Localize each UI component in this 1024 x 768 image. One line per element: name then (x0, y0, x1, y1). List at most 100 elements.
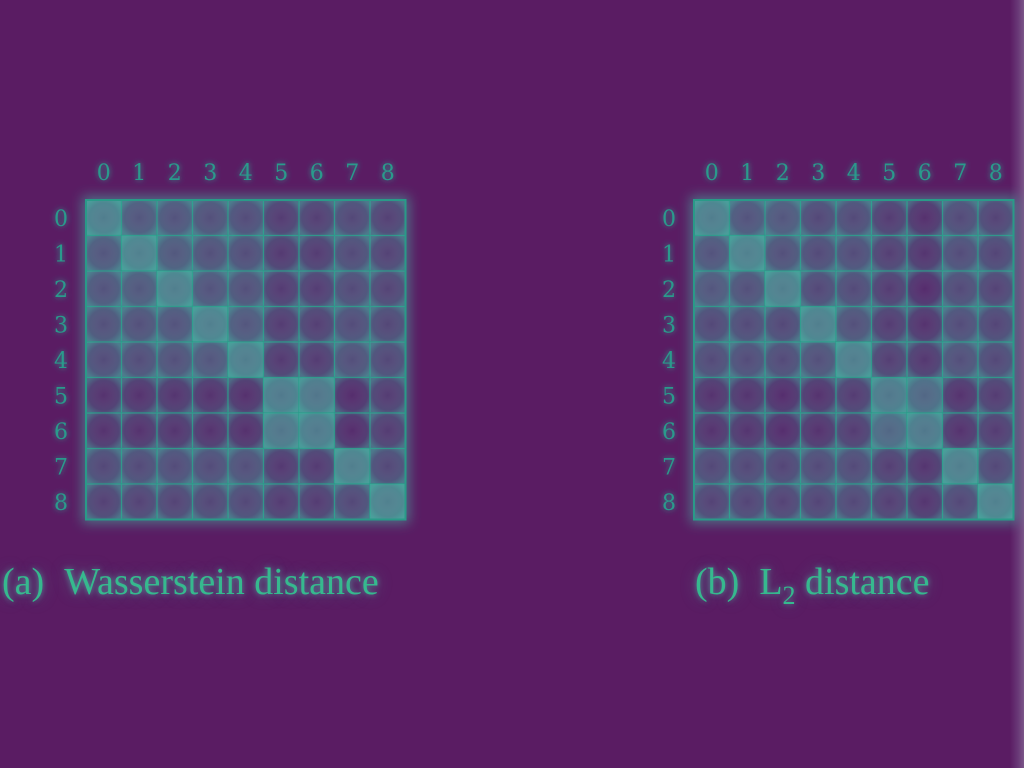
heatmap-cell (906, 199, 944, 237)
heatmap-cell (764, 199, 802, 237)
heatmap-cell (369, 483, 407, 521)
heatmap-cell (333, 376, 371, 414)
heatmap-cell (227, 447, 265, 485)
heatmap-cell (870, 447, 908, 485)
heatmap-cell (870, 305, 908, 343)
heatmap-cell (941, 376, 979, 414)
heatmap-cell (870, 270, 908, 308)
row-tick-label: 7 (54, 455, 68, 480)
heatmap-cell (728, 234, 766, 272)
heatmap-cell (191, 199, 229, 237)
row-tick-label: 1 (662, 242, 676, 267)
heatmap-cell (977, 234, 1015, 272)
heatmap-cell (799, 376, 837, 414)
heatmap-cell (693, 376, 731, 414)
heatmap-cell (799, 483, 837, 521)
heatmap-cell (369, 199, 407, 237)
heatmap-cell (85, 412, 123, 450)
heatmap-cell (799, 305, 837, 343)
heatmap-cell (764, 341, 802, 379)
heatmap-cell (369, 447, 407, 485)
heatmap-cell (728, 305, 766, 343)
heatmap-cell (156, 483, 194, 521)
heatmap-cell (298, 412, 336, 450)
heatmap-cell (333, 447, 371, 485)
heatmap-cell (693, 341, 731, 379)
heatmap-cell (728, 270, 766, 308)
heatmap-cell (835, 447, 873, 485)
heatmap-cell (227, 270, 265, 308)
caption-b: (b) L2 distance (695, 560, 930, 609)
heatmap-cell (120, 412, 158, 450)
heatmap-cell (764, 376, 802, 414)
row-tick-label: 4 (662, 349, 676, 374)
heatmap-cell (977, 199, 1015, 237)
heatmap-cell (227, 199, 265, 237)
caption-b-subscript: 2 (782, 581, 796, 610)
heatmap-cell (369, 341, 407, 379)
row-tick-label: 1 (54, 242, 68, 267)
heatmap-cell (799, 412, 837, 450)
heatmap-cell (977, 341, 1015, 379)
heatmap-cell (764, 412, 802, 450)
heatmap-cell (227, 412, 265, 450)
heatmap-cell (977, 305, 1015, 343)
heatmap-cell (977, 412, 1015, 450)
column-tick-label: 5 (274, 161, 288, 186)
heatmap-cell (262, 270, 300, 308)
heatmap-cell (977, 483, 1015, 521)
row-tick-label: 6 (54, 420, 68, 445)
heatmap-cell (799, 341, 837, 379)
heatmap-cell (693, 412, 731, 450)
heatmap-cell (369, 376, 407, 414)
row-tick-label: 8 (662, 491, 676, 516)
heatmap-cell (693, 270, 731, 308)
heatmap-cell (369, 234, 407, 272)
heatmap-cell (906, 483, 944, 521)
heatmap-cell (156, 412, 194, 450)
heatmap-cell (85, 199, 123, 237)
column-tick-label: 0 (97, 161, 111, 186)
heatmap-cell (870, 376, 908, 414)
heatmap-cell (298, 447, 336, 485)
heatmap-cell (693, 447, 731, 485)
heatmap-cell (835, 234, 873, 272)
column-tick-label: 8 (989, 161, 1003, 186)
caption-b-text: L (759, 561, 783, 603)
heatmap-cell (693, 483, 731, 521)
heatmap-cell (191, 447, 229, 485)
heatmap-cell (85, 341, 123, 379)
heatmap-cell (977, 270, 1015, 308)
heatmap-cell (906, 341, 944, 379)
heatmap-cell (156, 199, 194, 237)
heatmap-cell (156, 305, 194, 343)
heatmap-cell (156, 270, 194, 308)
heatmap-cell (262, 376, 300, 414)
heatmap-cell (120, 447, 158, 485)
heatmap-cell (262, 234, 300, 272)
heatmap-cell (298, 305, 336, 343)
row-tick-label: 5 (54, 384, 68, 409)
heatmap-cell (333, 483, 371, 521)
heatmap-cell (799, 447, 837, 485)
heatmap-cell (85, 234, 123, 272)
heatmap-cell (333, 305, 371, 343)
heatmap-cell (85, 376, 123, 414)
caption-a-text: Wasserstein distance (64, 561, 379, 603)
heatmap-cell (85, 305, 123, 343)
column-tick-label: 0 (705, 161, 719, 186)
row-tick-label: 3 (662, 313, 676, 338)
heatmap-cell (120, 376, 158, 414)
heatmap-cell (835, 305, 873, 343)
heatmap-cell (85, 270, 123, 308)
heatmap-cell (262, 483, 300, 521)
heatmap-cell (906, 305, 944, 343)
row-tick-label: 3 (54, 313, 68, 338)
heatmap-cell (333, 199, 371, 237)
column-tick-label: 2 (776, 161, 790, 186)
row-tick-label: 2 (662, 278, 676, 303)
heatmap-cell (333, 234, 371, 272)
heatmap-cell (799, 199, 837, 237)
